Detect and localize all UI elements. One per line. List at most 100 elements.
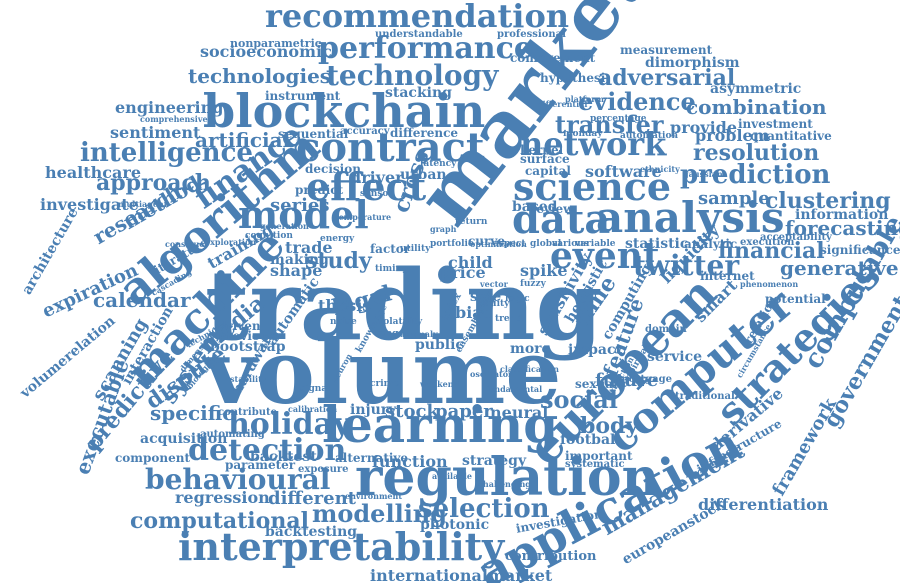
word-latency: latency xyxy=(420,159,457,169)
word-graph: graph xyxy=(430,224,457,234)
word-oscillator: oscillator xyxy=(470,369,513,379)
word-noise: noise xyxy=(330,317,357,327)
word-timing: timing xyxy=(375,264,409,274)
word-investment: investment xyxy=(738,117,813,131)
word-acceptability: acceptability xyxy=(760,232,832,243)
word-global: global xyxy=(530,239,562,249)
word-clustering: clustering xyxy=(765,188,891,214)
word-effect: effect xyxy=(306,164,427,209)
word-percentage: percentage xyxy=(590,114,647,124)
word-calendar: calendar xyxy=(93,288,191,312)
word-evidence: evidence xyxy=(578,87,696,116)
word-exploration: exploration xyxy=(205,237,257,247)
word-signal: signal xyxy=(300,384,331,394)
word-difference: difference xyxy=(390,126,459,140)
word-calibration: calibration xyxy=(288,404,338,414)
word-contribute: contribute xyxy=(218,407,277,418)
word-kernel: kernel xyxy=(520,143,564,157)
word-photonic: photonic xyxy=(420,517,490,533)
word-automating: automating xyxy=(200,429,265,440)
word-socioeconomic: socioeconomic xyxy=(200,42,332,61)
word-sequential: sequential xyxy=(278,127,349,141)
word-construct: construct xyxy=(165,239,208,249)
word-science: science xyxy=(513,164,672,209)
word-various: various xyxy=(552,239,589,249)
word-contribution: contribution xyxy=(505,549,597,564)
word-thesis: thesis xyxy=(318,296,372,315)
word-data: data xyxy=(512,196,611,243)
word-mortgage: mortgage xyxy=(618,374,672,385)
word-bootstrap: bootstrap xyxy=(210,339,286,355)
word-aspect: aspect xyxy=(493,239,526,249)
word-weekend: weekend xyxy=(420,379,460,389)
word-significance: significance xyxy=(820,243,900,257)
word-provide: provide xyxy=(670,118,738,137)
word-utility: utility xyxy=(400,244,431,254)
word-component: component xyxy=(115,451,191,465)
word-volume: volume xyxy=(205,320,562,424)
word-injury: injury xyxy=(350,402,397,418)
word-impact: impact xyxy=(568,342,622,358)
word-instrument: instrument xyxy=(265,89,341,103)
word-equity: equity xyxy=(478,299,510,309)
word-predict: predict xyxy=(295,183,344,197)
word-information: information xyxy=(795,207,889,223)
word-measurement: measurement xyxy=(620,43,713,57)
word-sensor: sensor xyxy=(360,189,394,199)
word-child: child xyxy=(448,253,493,272)
word-optimization: optimization xyxy=(470,239,527,249)
word-classification: classification xyxy=(500,364,559,374)
word-previous: previous xyxy=(218,329,276,343)
word-generative: generative xyxy=(780,256,899,280)
word-modelling: modelling xyxy=(312,499,448,528)
word-different: different xyxy=(268,488,356,509)
word-analysis: analysis xyxy=(596,193,785,242)
word-blockchain: blockchain xyxy=(203,84,486,138)
word-football: football xyxy=(560,432,621,448)
word-healthcare: healthcare xyxy=(45,163,141,182)
word-combination: combination xyxy=(686,95,827,119)
word-sale: sale xyxy=(470,289,502,305)
word-backtest: backtest xyxy=(250,449,317,465)
word-range: range xyxy=(375,329,405,339)
word-anomaly: anomaly xyxy=(400,329,438,339)
word-investigate: investigate xyxy=(40,195,139,214)
word-framework: framework xyxy=(768,394,841,500)
word-approach: approach xyxy=(96,170,211,196)
word-trading: trading xyxy=(205,249,603,362)
word-artificial: artificial xyxy=(195,128,291,152)
word-bias: bias xyxy=(455,303,492,322)
word-nonparametric: nonparametric xyxy=(230,37,322,50)
word-statistic: statistic xyxy=(625,236,689,252)
word-technologies: technologies xyxy=(188,64,332,88)
word-analytic: analytic xyxy=(684,237,738,251)
word-shape: shape xyxy=(270,261,323,280)
word-study: study xyxy=(305,248,372,274)
word-environment: environment xyxy=(345,491,403,501)
word-public: public xyxy=(415,337,464,353)
word-making: making xyxy=(270,252,329,268)
word-stability: stability xyxy=(230,374,267,384)
word-domain: domain xyxy=(645,324,687,335)
word-paper: paper xyxy=(435,401,493,422)
word-service: service xyxy=(647,349,703,365)
word-exposure: exposure xyxy=(298,464,349,475)
word-crime: crime xyxy=(370,379,399,389)
word-gaussian: gaussian xyxy=(683,169,723,179)
word-price: price xyxy=(440,263,486,282)
word-execution: execution xyxy=(740,237,795,248)
word-internationalmarket: internationalmarket xyxy=(370,566,553,583)
word-multiagent: multiagent xyxy=(118,199,168,209)
word-trend: trend xyxy=(495,314,523,324)
word-dimorphism: dimorphism xyxy=(645,55,740,71)
word-sexual: sexual xyxy=(575,377,618,391)
word-recommendation: recommendation xyxy=(265,0,570,35)
word-architecture: architecture xyxy=(19,205,82,298)
word-resolution: resolution xyxy=(693,140,820,166)
word-automation: automation xyxy=(620,131,679,141)
word-vector: vector xyxy=(480,279,508,289)
word-future: future xyxy=(595,370,659,391)
word-specific: specific xyxy=(150,401,235,425)
word-comovement: comovement xyxy=(510,51,596,65)
word-selection: selection xyxy=(418,494,550,524)
